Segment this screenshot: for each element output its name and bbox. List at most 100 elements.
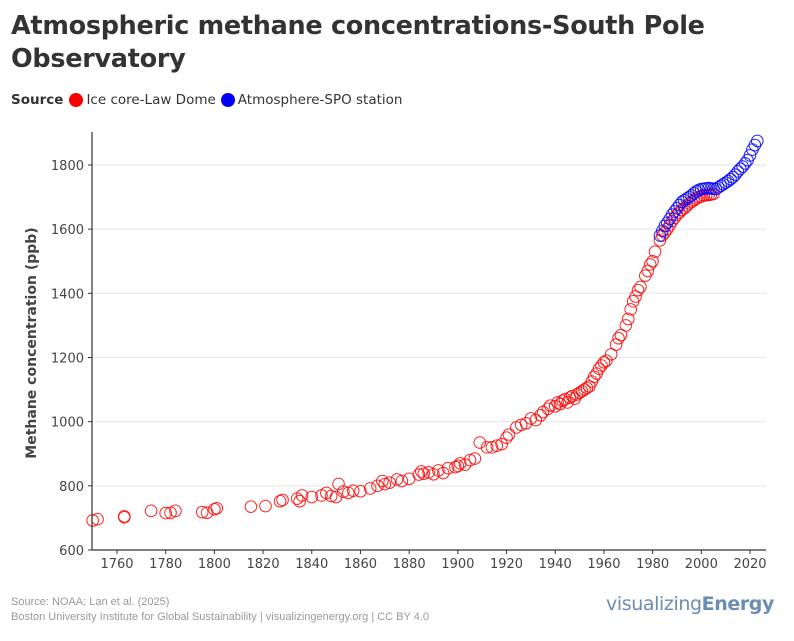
- x-tick-label: 1840: [295, 557, 328, 572]
- data-point: [731, 165, 745, 178]
- legend-swatch-atmosphere: [220, 93, 235, 107]
- data-point: [631, 283, 645, 297]
- data-point: [383, 476, 396, 489]
- data-point: [118, 510, 131, 524]
- data-point: [500, 431, 513, 445]
- data-point: [436, 466, 450, 480]
- data-point: [305, 490, 319, 504]
- data-point: [485, 441, 499, 454]
- data-point: [480, 441, 494, 454]
- data-points: [86, 134, 764, 527]
- data-point: [453, 457, 467, 470]
- x-tick-label: 2020: [733, 557, 766, 572]
- data-point: [624, 303, 638, 316]
- y-tick-label: 1800: [51, 159, 84, 174]
- y-tick-label: 1600: [51, 223, 84, 238]
- data-point: [259, 499, 272, 513]
- data-point: [553, 397, 567, 411]
- footer: Source: NOAA; Lan et al. (2025) Boston U…: [11, 595, 429, 625]
- y-tick-label: 800: [59, 480, 84, 495]
- x-tick-label: 1860: [344, 557, 377, 572]
- source-note: Source: NOAA; Lan et al. (2025): [11, 596, 170, 608]
- data-point: [458, 458, 472, 471]
- data-point: [724, 172, 737, 186]
- data-point: [665, 208, 679, 222]
- x-tick-label: 1780: [149, 557, 182, 572]
- x-tick-label: 2000: [685, 557, 718, 572]
- data-point: [144, 504, 158, 518]
- legend-item-ice-core[interactable]: Ice core-Law Dome: [69, 92, 216, 108]
- x-tick-label: 1800: [198, 557, 231, 572]
- data-point: [276, 493, 289, 507]
- data-point: [390, 473, 404, 486]
- data-point: [363, 482, 377, 495]
- data-point: [634, 280, 647, 294]
- chart-title: Atmospheric methane concentrations-South…: [11, 11, 705, 74]
- data-point: [293, 494, 306, 508]
- legend-label-atmosphere: Atmosphere-SPO station: [237, 92, 403, 108]
- data-point: [670, 202, 684, 215]
- data-point: [118, 510, 131, 523]
- data-point: [558, 392, 572, 406]
- data-point: [169, 504, 182, 518]
- data-point: [332, 477, 345, 491]
- brand-light: visualizing: [606, 593, 702, 615]
- data-point: [324, 489, 338, 503]
- data-point: [648, 245, 662, 258]
- data-point: [417, 467, 431, 480]
- data-point: [502, 428, 516, 441]
- grid-lines: [92, 164, 766, 487]
- data-point: [451, 459, 465, 473]
- data-point: [524, 412, 538, 425]
- data-point: [529, 413, 543, 427]
- data-point: [595, 359, 608, 372]
- data-point: [195, 505, 209, 519]
- data-point: [551, 396, 564, 409]
- data-point: [751, 134, 764, 148]
- data-point: [619, 319, 633, 332]
- data-point: [643, 258, 657, 271]
- legend-item-atmosphere[interactable]: Atmosphere-SPO station: [220, 92, 403, 108]
- data-point: [295, 489, 309, 502]
- y-axis-ticks: 600 800 1000 1200 1400 1600 1800: [51, 159, 92, 559]
- data-point: [673, 198, 686, 212]
- data-point: [600, 354, 613, 368]
- data-point: [449, 460, 462, 474]
- data-point: [721, 174, 735, 188]
- data-point: [346, 484, 360, 497]
- x-tick-label: 1880: [393, 557, 426, 572]
- legend: Source Ice core-Law Dome Atmosphere-SPO …: [11, 92, 407, 108]
- brand-logo: visualizingEnergy: [606, 593, 774, 615]
- data-point: [665, 214, 679, 228]
- data-point: [490, 439, 504, 453]
- brand-bold: Energy: [701, 593, 775, 615]
- data-point: [534, 408, 547, 422]
- x-tick-label: 1820: [247, 557, 280, 572]
- credit-note: Boston University Institute for Global S…: [11, 611, 430, 623]
- data-point: [354, 484, 367, 498]
- data-point: [658, 219, 672, 233]
- x-tick-label: 1940: [539, 557, 572, 572]
- data-point: [580, 381, 594, 395]
- x-tick-label: 1960: [587, 557, 620, 572]
- data-point: [621, 312, 635, 326]
- data-point: [612, 331, 625, 345]
- y-tick-label: 1400: [51, 287, 84, 302]
- data-point: [159, 506, 172, 520]
- data-point: [441, 461, 455, 475]
- data-point: [519, 416, 533, 430]
- x-tick-label: 1980: [636, 557, 669, 572]
- data-point: [743, 149, 757, 162]
- data-point: [736, 160, 749, 173]
- data-point: [415, 465, 428, 478]
- data-point: [668, 205, 681, 218]
- data-point: [748, 138, 762, 152]
- series-atmosphere: [653, 134, 764, 242]
- data-point: [670, 208, 684, 222]
- data-point: [544, 399, 557, 412]
- x-tick-label: 1900: [441, 557, 474, 572]
- data-point: [473, 436, 487, 449]
- data-point: [337, 485, 350, 498]
- data-point: [597, 356, 611, 369]
